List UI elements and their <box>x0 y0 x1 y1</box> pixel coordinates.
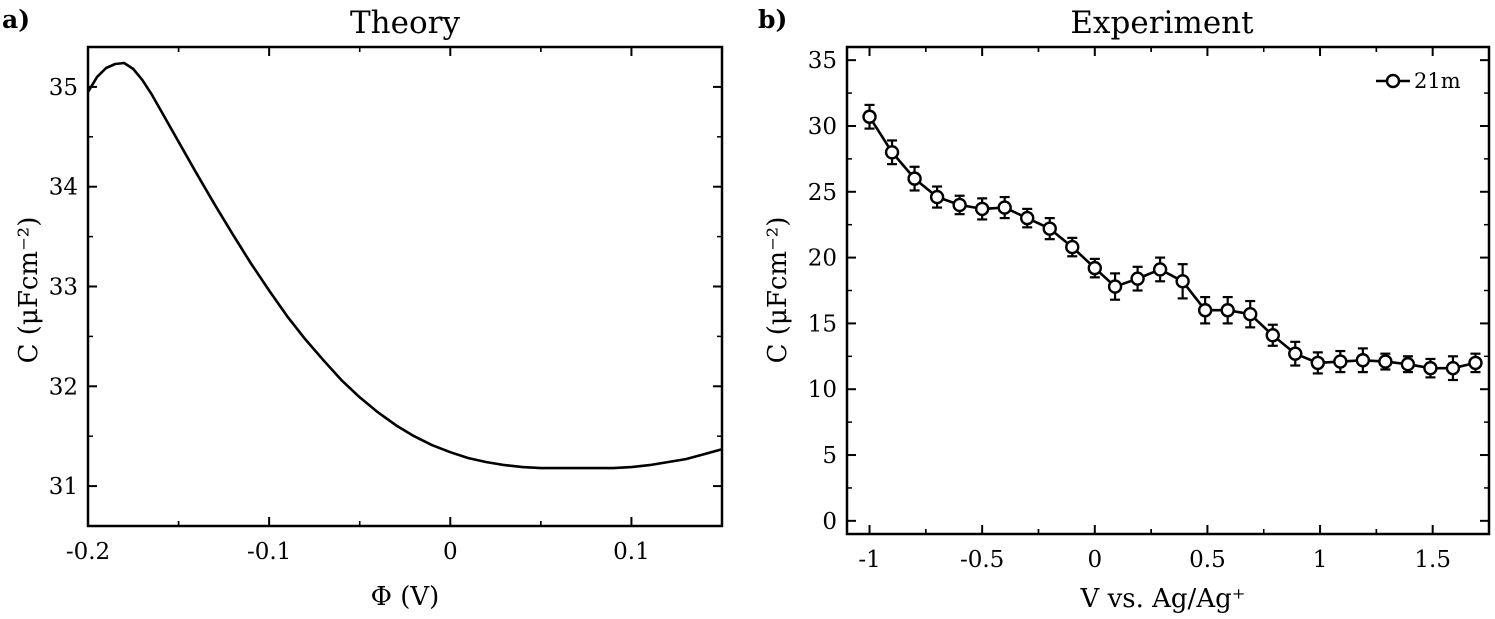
data-point <box>1220 303 1235 318</box>
panel-a-frame <box>86 45 724 528</box>
panel-a-title: Theory <box>350 5 460 41</box>
y-tick-label: 15 <box>808 311 837 337</box>
data-point <box>1175 274 1190 289</box>
panel-a: a) Theory C (μFcm⁻²) Φ (V) -0.2 -0.1 0 0.1 3… <box>2 5 724 612</box>
x-tick-label: -0.2 <box>66 539 110 565</box>
legend-marker <box>1385 73 1401 89</box>
data-point <box>1445 360 1461 376</box>
data-point <box>952 197 967 213</box>
y-tick-label: 31 <box>49 474 78 500</box>
x-tick-label: 0 <box>443 539 458 565</box>
x-tick-label: -0.1 <box>247 539 291 565</box>
x-tick-label: 0.5 <box>1189 547 1226 573</box>
panel-a-ticks: -0.2 -0.1 0 0.1 31 32 33 34 35 <box>49 47 722 565</box>
data-point <box>997 200 1012 215</box>
data-point <box>1468 355 1483 371</box>
x-tick-label: 0.1 <box>613 539 650 565</box>
panel-b-xlabel: V vs. Ag/Ag⁺ <box>1080 584 1246 614</box>
data-point <box>1087 260 1102 276</box>
data-point <box>1042 221 1057 236</box>
data-point <box>1130 271 1145 286</box>
x-tick-label: -0.5 <box>960 547 1004 573</box>
y-tick-label: 34 <box>49 175 78 201</box>
data-point <box>1107 279 1123 294</box>
data-point <box>1423 360 1438 376</box>
data-point <box>1333 354 1348 369</box>
legend: 21m <box>1376 69 1461 93</box>
y-tick-label: 30 <box>808 114 837 140</box>
y-tick-label: 35 <box>49 75 78 101</box>
data-point <box>1400 357 1416 372</box>
data-point <box>929 189 945 205</box>
y-tick-label: 25 <box>808 180 837 206</box>
panel-b-letter: b) <box>758 5 787 34</box>
panel-b-plot-area <box>862 103 1483 382</box>
panel-b-frame <box>845 45 1491 536</box>
panel-b: b) Experiment C (μFcm⁻²) V vs. Ag/Ag⁺ -1… <box>758 5 1491 614</box>
data-point <box>1065 239 1080 255</box>
panel-a-plot-area <box>86 61 723 470</box>
panel-a-letter: a) <box>2 5 30 34</box>
data-point <box>1288 346 1303 361</box>
x-tick-label: -1 <box>858 547 880 573</box>
y-tick-label: 5 <box>822 443 837 469</box>
panel-b-ticks: -1 -0.5 0 0.5 1 1.5 0 5 10 15 20 25 30 35 <box>808 47 1489 573</box>
panel-b-title: Experiment <box>1070 5 1254 41</box>
x-tick-label: 1.5 <box>1414 547 1451 573</box>
data-point <box>1197 303 1213 318</box>
data-point <box>1378 354 1393 369</box>
y-tick-label: 10 <box>808 377 837 403</box>
data-point <box>1355 353 1371 368</box>
data-point <box>1020 210 1035 226</box>
y-tick-label: 35 <box>808 48 837 74</box>
x-tick-label: 1 <box>1313 547 1328 573</box>
data-point <box>907 171 922 186</box>
y-tick-label: 20 <box>808 246 837 272</box>
legend-label: 21m <box>1414 69 1461 93</box>
y-tick-label: 0 <box>822 509 837 535</box>
data-point <box>862 109 877 124</box>
panel-a-xlabel: Φ (V) <box>371 582 440 612</box>
series-line <box>86 61 723 470</box>
data-point <box>1310 355 1326 371</box>
x-tick-label: 0 <box>1087 547 1102 573</box>
data-point <box>974 201 990 217</box>
data-point <box>1152 262 1168 277</box>
data-point <box>1243 306 1258 322</box>
panel-b-ylabel: C (μFcm⁻²) <box>763 217 793 364</box>
panel-a-ylabel: C (μFcm⁻²) <box>14 217 44 364</box>
data-point <box>1265 328 1280 343</box>
data-point <box>884 145 900 160</box>
y-tick-label: 33 <box>49 275 78 301</box>
series-line <box>868 116 1476 370</box>
y-tick-label: 32 <box>49 374 78 400</box>
